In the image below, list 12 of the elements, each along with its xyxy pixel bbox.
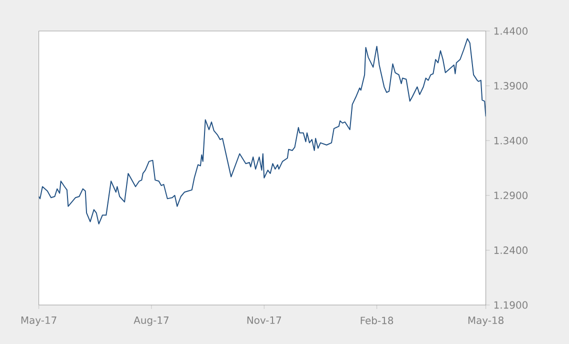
y-tick-label: 1.1900	[494, 301, 528, 309]
y-tick-label: 1.3400	[494, 136, 528, 144]
y-tick-label: 1.3900	[494, 82, 528, 90]
x-tick-label: May-18	[468, 316, 504, 326]
y-tick-label: 1.4400	[494, 27, 528, 35]
line-series	[38, 38, 486, 224]
y-tick-label: 1.2900	[494, 192, 528, 200]
x-tick-label: Feb-18	[360, 316, 394, 324]
y-tick-label: 1.2400	[494, 246, 528, 254]
x-tick-label: Aug-17	[134, 316, 168, 326]
x-tick-label: Nov-17	[247, 316, 282, 324]
x-tick-label: May-17	[21, 316, 56, 326]
